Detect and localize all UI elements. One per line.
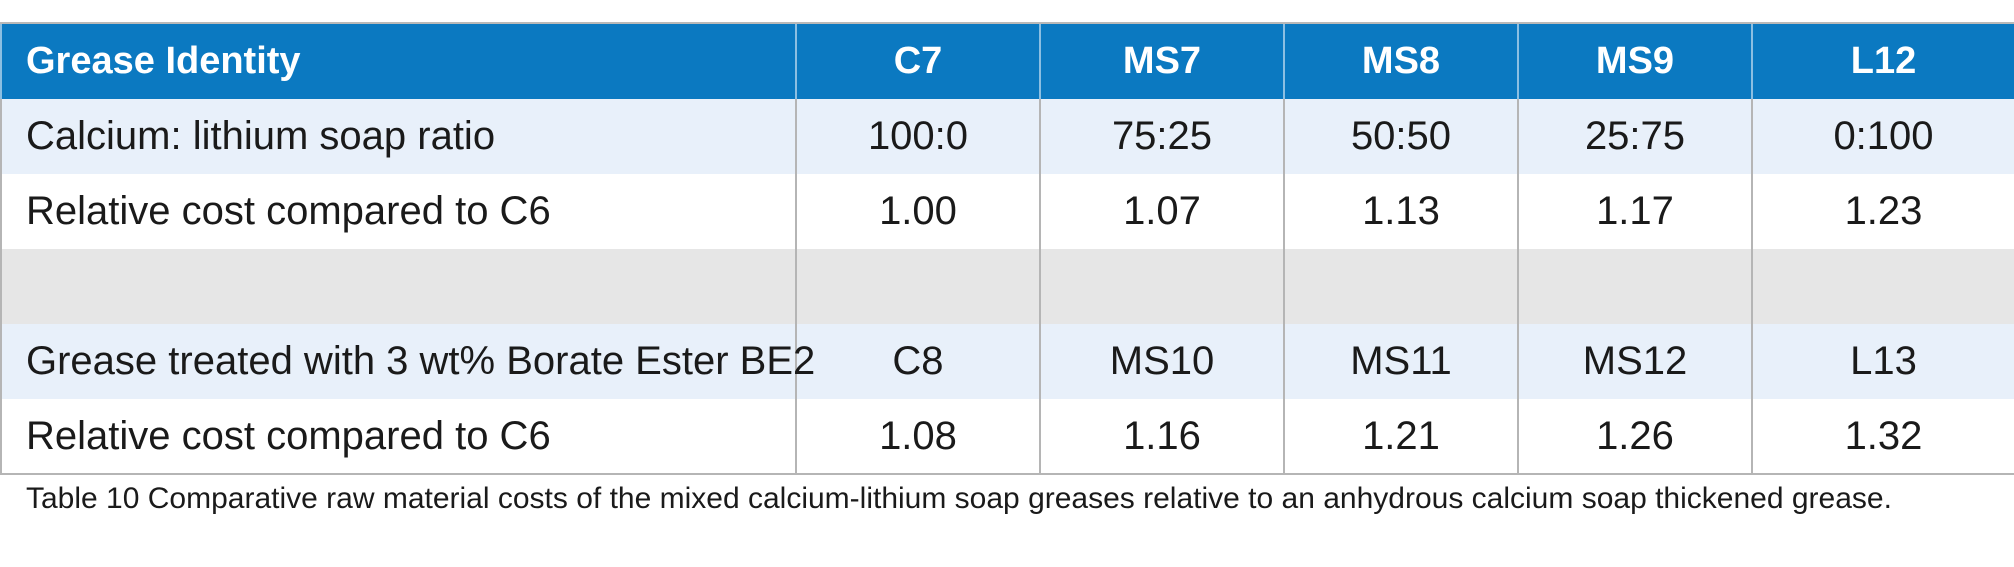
header-cell-ms9: MS9 [1517,24,1753,99]
table-cell: 1.21 [1283,399,1519,475]
table-caption: Table 10 Comparative raw material costs … [26,482,1892,515]
header-cell-c7: C7 [795,24,1041,99]
table-cell [795,249,1041,324]
row-label: Calcium: lithium soap ratio [0,99,797,174]
table-row: Relative cost compared to C6 1.08 1.16 1… [0,399,2014,475]
table-cell: 75:25 [1039,99,1285,174]
table-cell [1039,249,1285,324]
header-cell-ms7: MS7 [1039,24,1285,99]
row-label: Relative cost compared to C6 [0,174,797,249]
table-top-rule [0,22,2014,24]
table-row: Grease treated with 3 wt% Borate Ester B… [0,324,2014,399]
table-cell: 1.00 [795,174,1041,249]
table-cell: 1.16 [1039,399,1285,475]
table-cell: 1.23 [1751,174,2014,249]
table-cell: C8 [795,324,1041,399]
table-row: Relative cost compared to C6 1.00 1.07 1… [0,174,2014,249]
header-cell-grease-identity: Grease Identity [0,24,797,99]
table-cell [1751,249,2014,324]
table-cell [1283,249,1519,324]
separator-row [0,249,2014,324]
table-cell: MS10 [1039,324,1285,399]
row-label [0,249,797,324]
table-cell [1517,249,1753,324]
row-label: Relative cost compared to C6 [0,399,797,475]
table-cell: 1.26 [1517,399,1753,475]
row-label: Grease treated with 3 wt% Borate Ester B… [0,324,815,399]
table-cell: 1.08 [795,399,1041,475]
header-cell-l12: L12 [1751,24,2014,99]
table-cell: 0:100 [1751,99,2014,174]
table-cell: 1.32 [1751,399,2014,475]
table-cell: MS12 [1517,324,1753,399]
table-cell: 1.13 [1283,174,1519,249]
table-cell: MS11 [1283,324,1519,399]
table-cell: 1.17 [1517,174,1753,249]
table-cell: L13 [1751,324,2014,399]
table-cell: 1.07 [1039,174,1285,249]
header-cell-ms8: MS8 [1283,24,1519,99]
table-cell: 100:0 [795,99,1041,174]
table-cell: 25:75 [1517,99,1753,174]
table-header-row: Grease Identity C7 MS7 MS8 MS9 L12 [0,24,2014,99]
table-cell: 50:50 [1283,99,1519,174]
grease-cost-table: Grease Identity C7 MS7 MS8 MS9 L12 Calci… [0,24,2014,475]
table-row: Calcium: lithium soap ratio 100:0 75:25 … [0,99,2014,174]
